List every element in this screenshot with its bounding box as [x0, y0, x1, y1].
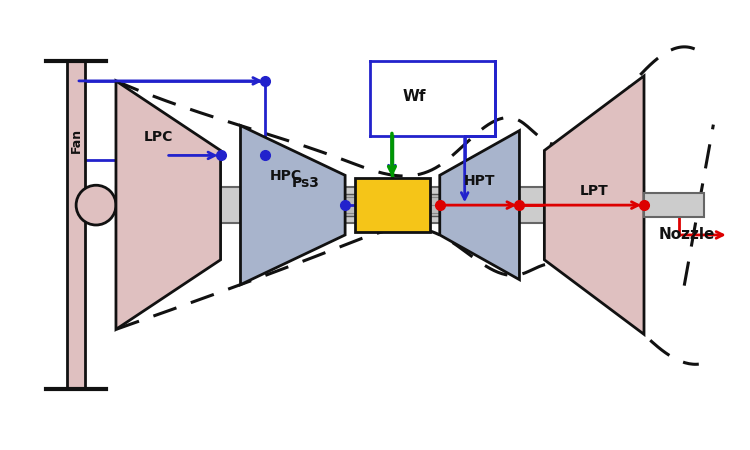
Text: Wf: Wf: [403, 89, 426, 104]
Text: LPT: LPT: [580, 184, 608, 198]
Text: LPC: LPC: [144, 130, 173, 144]
Text: Nozzle: Nozzle: [659, 227, 716, 243]
Polygon shape: [241, 126, 345, 285]
Polygon shape: [440, 130, 520, 279]
Text: HPC: HPC: [269, 169, 302, 183]
Polygon shape: [116, 81, 220, 329]
FancyBboxPatch shape: [116, 187, 644, 223]
Polygon shape: [544, 76, 644, 334]
FancyBboxPatch shape: [68, 61, 85, 389]
Text: Fan: Fan: [70, 128, 82, 153]
FancyBboxPatch shape: [355, 178, 430, 233]
Circle shape: [76, 185, 116, 225]
FancyBboxPatch shape: [241, 194, 520, 216]
Text: HPT: HPT: [464, 174, 495, 188]
FancyBboxPatch shape: [644, 193, 704, 217]
Text: Ps3: Ps3: [291, 176, 320, 190]
